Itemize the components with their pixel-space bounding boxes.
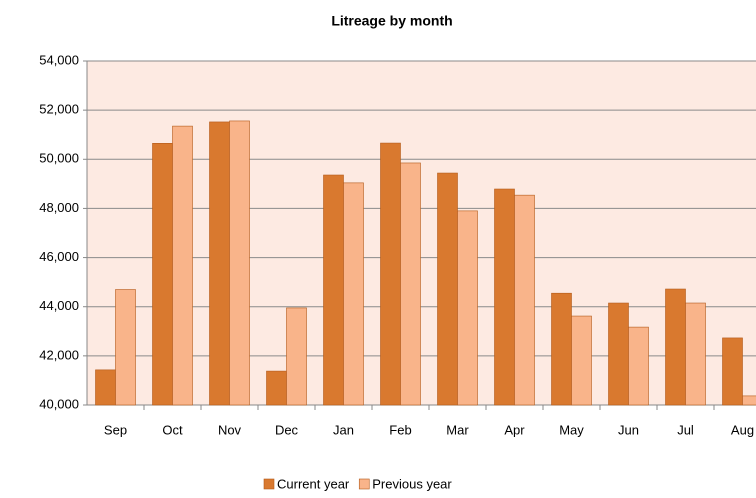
x-tick-label: Apr bbox=[504, 422, 525, 437]
x-tick-label: Jan bbox=[333, 422, 354, 437]
bar bbox=[229, 120, 250, 406]
x-tick-label: Jul bbox=[677, 422, 694, 437]
chart-title: Litreage by month bbox=[331, 13, 452, 29]
legend-label: Current year bbox=[277, 476, 350, 491]
y-tick-label: 54,000 bbox=[39, 52, 79, 67]
bar bbox=[571, 315, 592, 406]
legend-swatch bbox=[263, 478, 275, 490]
x-tick-label: Nov bbox=[218, 422, 242, 437]
x-tick-label: Mar bbox=[446, 422, 469, 437]
bar bbox=[685, 302, 706, 406]
x-tick-label: Dec bbox=[275, 422, 299, 437]
x-tick-label: Jun bbox=[618, 422, 639, 437]
bar bbox=[380, 142, 401, 406]
bar bbox=[343, 182, 364, 406]
bar bbox=[608, 302, 629, 406]
bar bbox=[665, 288, 686, 406]
bar bbox=[494, 188, 515, 406]
y-tick-label: 46,000 bbox=[39, 249, 79, 264]
bar bbox=[115, 289, 136, 406]
bar bbox=[172, 125, 193, 406]
x-tick-label: May bbox=[559, 422, 584, 437]
bar bbox=[266, 370, 287, 406]
bar bbox=[722, 337, 743, 406]
bar bbox=[400, 162, 421, 406]
x-tick-label: Feb bbox=[389, 422, 411, 437]
bar bbox=[152, 143, 173, 406]
bar bbox=[437, 172, 458, 406]
bar bbox=[95, 369, 116, 406]
y-tick-label: 44,000 bbox=[39, 298, 79, 313]
bar bbox=[457, 210, 478, 406]
bar bbox=[742, 395, 756, 406]
x-tick-label: Oct bbox=[162, 422, 183, 437]
y-tick-label: 42,000 bbox=[39, 347, 79, 362]
x-tick-label: Aug bbox=[731, 422, 754, 437]
y-tick-label: 48,000 bbox=[39, 200, 79, 215]
bar bbox=[514, 194, 535, 406]
y-tick-label: 50,000 bbox=[39, 151, 79, 166]
bar bbox=[209, 121, 230, 406]
bar bbox=[286, 307, 307, 406]
y-tick-label: 52,000 bbox=[39, 102, 79, 117]
bar bbox=[323, 174, 344, 406]
y-tick-label: 40,000 bbox=[39, 396, 79, 411]
bar bbox=[628, 326, 649, 406]
legend-label: Previous year bbox=[372, 476, 452, 491]
legend-swatch bbox=[358, 478, 370, 490]
bar bbox=[551, 292, 572, 406]
x-tick-label: Sep bbox=[104, 422, 127, 437]
